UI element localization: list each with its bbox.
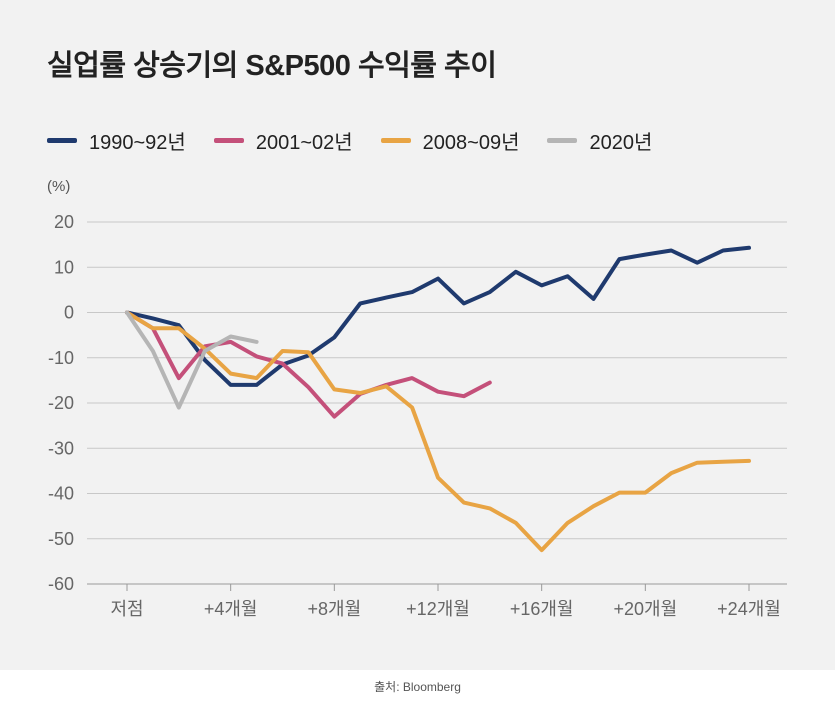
y-tick-label: 20 <box>54 212 74 232</box>
x-tick-label: +20개월 <box>614 599 678 619</box>
series-line <box>125 245 751 387</box>
legend-item: 2001~02년 <box>213 126 353 155</box>
legend-item: 1990~92년 <box>47 126 186 155</box>
y-tick-label: -20 <box>48 393 74 413</box>
legend-item: 2008~09년 <box>380 126 520 155</box>
legend-label: 2001~02년 <box>255 132 353 154</box>
y-tick-label: 10 <box>54 257 74 277</box>
y-axis-unit-label: (%) <box>47 178 71 195</box>
legend-swatch <box>547 138 578 143</box>
x-tick-label: +4개월 <box>204 599 258 619</box>
legend-label: 2008~09년 <box>422 132 520 154</box>
x-tick-label: 저점 <box>110 599 143 619</box>
legend-swatch <box>213 138 244 143</box>
x-tick-label: +8개월 <box>308 599 362 619</box>
legend-label: 2020년 <box>589 132 653 154</box>
chart-panel <box>0 0 835 670</box>
series-line <box>125 310 751 553</box>
x-tick-label: +12개월 <box>406 599 470 619</box>
legend-swatch <box>380 138 411 143</box>
y-tick-label: -10 <box>48 348 74 368</box>
chart-title: 실업률 상승기의 S&P500 수익률 추이 <box>47 50 497 82</box>
x-tick-label: +16개월 <box>510 599 574 619</box>
source-note: 출처: Bloomberg <box>374 680 461 694</box>
series-line <box>125 310 259 410</box>
y-tick-label: -60 <box>48 574 74 594</box>
legend-label: 1990~92년 <box>89 132 186 154</box>
y-tick-label: -50 <box>48 529 74 549</box>
series-line <box>125 310 492 419</box>
chart-legend: 1990~92년 2001~02년 2008~09년 2020년 <box>47 126 680 155</box>
x-tick-label: +24개월 <box>717 599 781 619</box>
line-chart: 20 10 0 -10 -20 -30 -40 -50 -60 저점 +4개월 +8개월 +12개월 +1… <box>48 212 787 619</box>
legend-item: 2020년 <box>547 126 652 155</box>
y-tick-label: -30 <box>48 438 74 458</box>
y-tick-label: -40 <box>48 484 74 504</box>
legend-swatch <box>47 138 77 143</box>
y-tick-label: 0 <box>64 303 74 323</box>
